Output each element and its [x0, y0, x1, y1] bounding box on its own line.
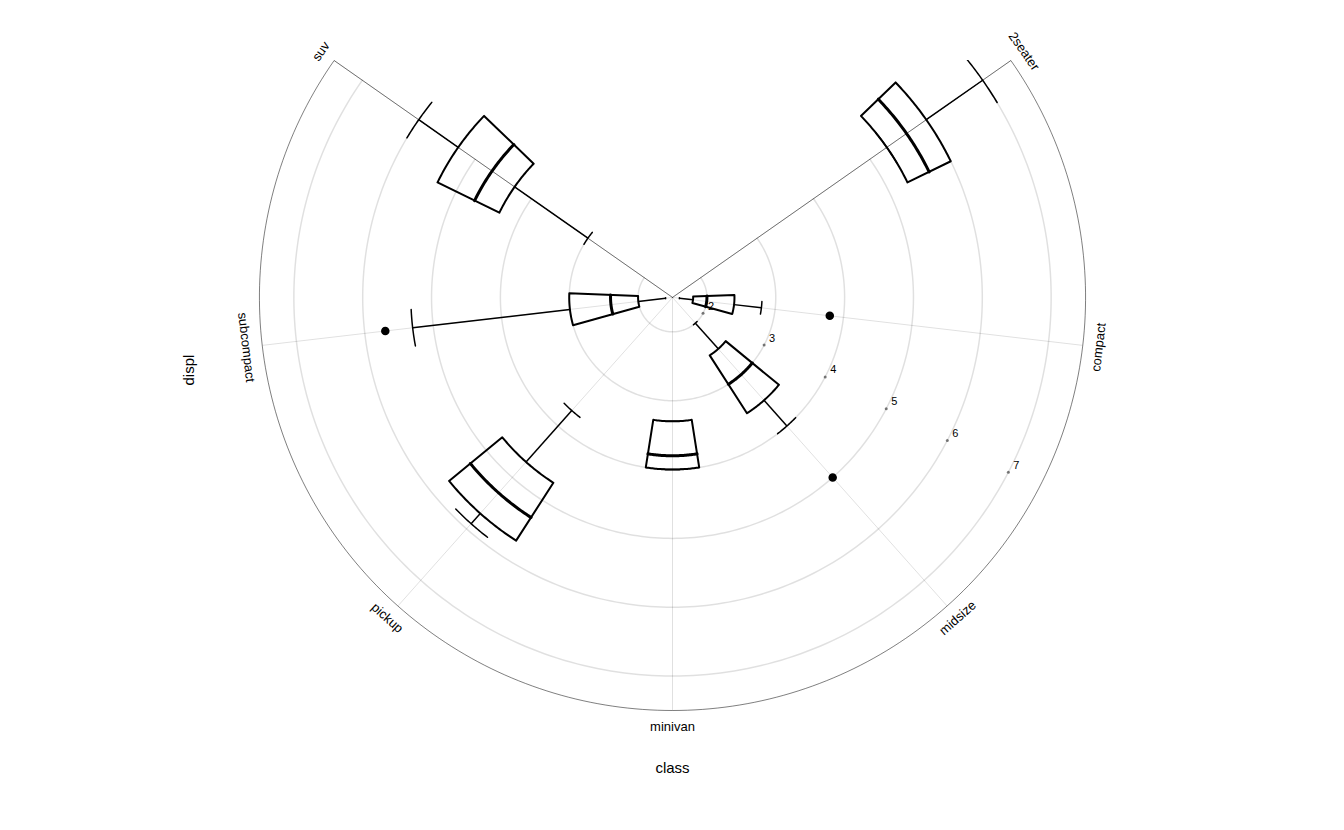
svg-text:2: 2: [708, 300, 714, 312]
svg-text:6: 6: [952, 427, 958, 439]
svg-text:suv: suv: [309, 38, 333, 64]
svg-text:minivan: minivan: [650, 719, 695, 734]
svg-text:7: 7: [1013, 459, 1019, 471]
svg-text:midsize: midsize: [936, 597, 979, 638]
svg-text:class: class: [655, 759, 689, 776]
svg-text:3: 3: [769, 332, 775, 344]
svg-text:2seater: 2seater: [1006, 29, 1044, 74]
svg-text:4: 4: [830, 363, 836, 375]
svg-text:compact: compact: [1088, 322, 1109, 373]
svg-text:pickup: pickup: [368, 600, 406, 636]
svg-text:displ: displ: [180, 355, 197, 386]
svg-text:subcompact: subcompact: [235, 312, 258, 384]
svg-text:5: 5: [891, 395, 897, 407]
